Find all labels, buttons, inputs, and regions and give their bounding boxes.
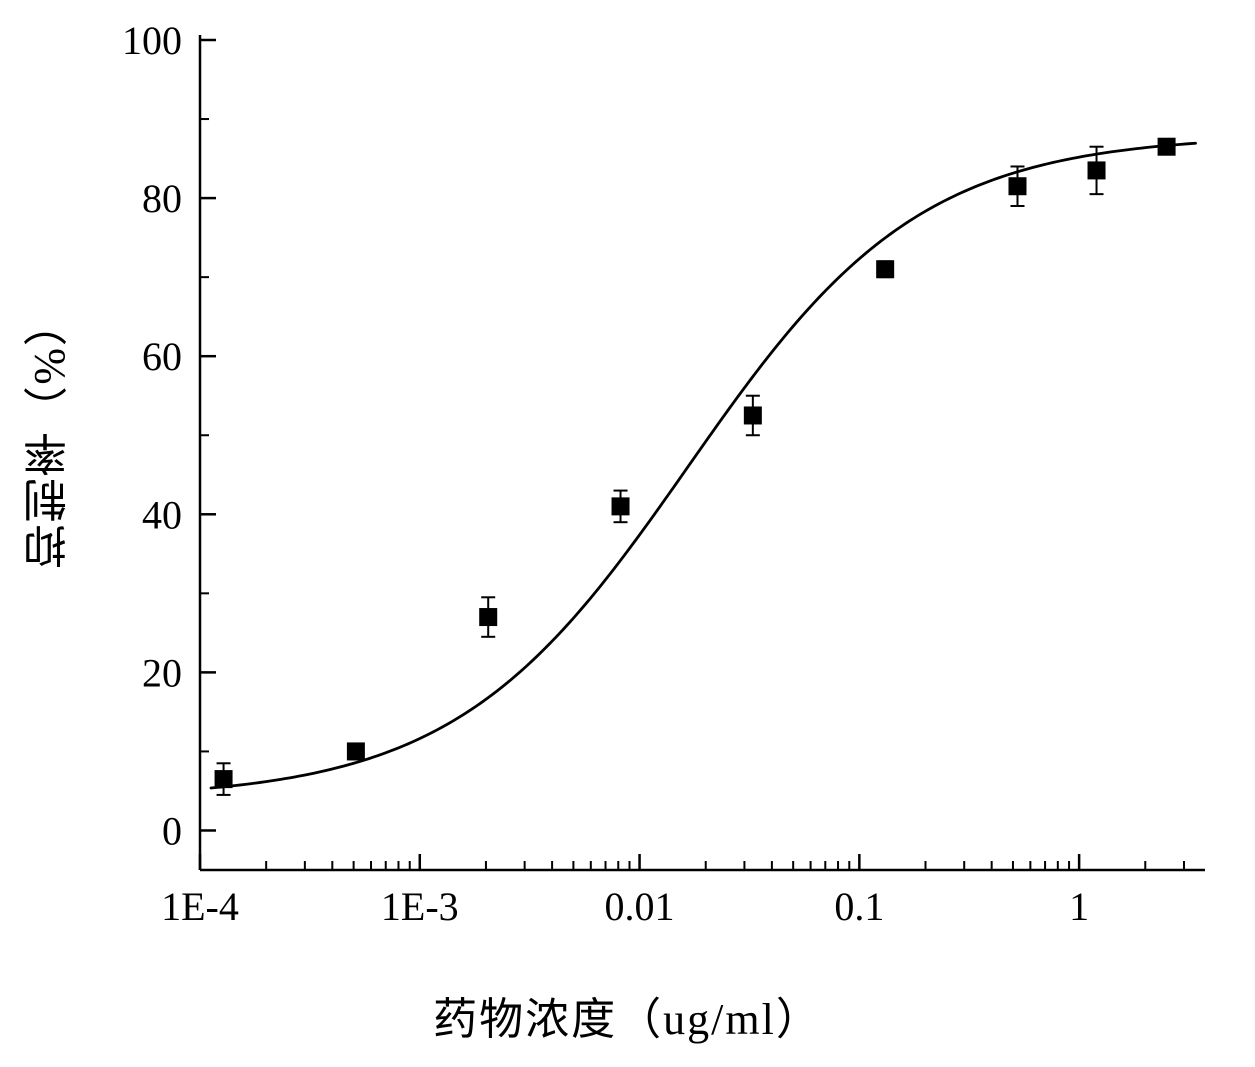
- svg-text:60: 60: [142, 334, 182, 379]
- svg-text:1E-3: 1E-3: [381, 884, 459, 929]
- dose-response-chart: 抑制率（%） 0 20 40 60 80 100 1E-4 1E-3 0.01 0.1 1 药物浓度…: [0, 0, 1255, 1067]
- svg-text:40: 40: [142, 492, 182, 537]
- y-axis-title: 抑制率（%）: [18, 300, 82, 569]
- svg-text:80: 80: [142, 176, 182, 221]
- svg-text:0: 0: [162, 808, 182, 853]
- x-axis-title: 药物浓度（ug/ml）: [0, 983, 1255, 1047]
- svg-text:1: 1: [1069, 884, 1089, 929]
- plot-canvas: 0 20 40 60 80 100 1E-4 1E-3 0.01 0.1 1: [0, 0, 1255, 1067]
- svg-text:20: 20: [142, 650, 182, 695]
- svg-text:0.1: 0.1: [834, 884, 884, 929]
- svg-text:1E-4: 1E-4: [161, 884, 239, 929]
- svg-text:0.01: 0.01: [605, 884, 675, 929]
- svg-text:100: 100: [122, 18, 182, 63]
